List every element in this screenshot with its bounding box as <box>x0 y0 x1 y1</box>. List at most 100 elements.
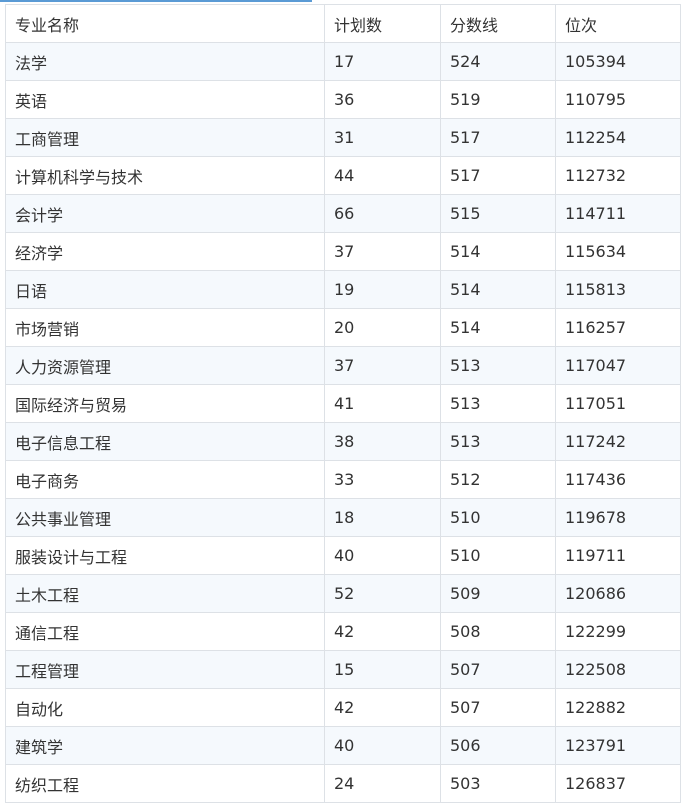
cell-major-name: 计算机科学与技术 <box>5 156 325 195</box>
top-accent-bar <box>0 0 312 2</box>
cell-plan-count: 38 <box>324 422 441 461</box>
cell-score-line: 510 <box>440 536 556 575</box>
cell-rank: 110795 <box>555 80 681 119</box>
cell-rank: 117051 <box>555 384 681 423</box>
cell-score-line: 515 <box>440 194 556 233</box>
header-row: 专业名称 计划数 分数线 位次 <box>5 4 681 43</box>
cell-score-line: 512 <box>440 460 556 499</box>
cell-rank: 115634 <box>555 232 681 271</box>
cell-plan-count: 36 <box>324 80 441 119</box>
cell-plan-count: 20 <box>324 308 441 347</box>
cell-major-name: 工商管理 <box>5 118 325 157</box>
cell-score-line: 508 <box>440 612 556 651</box>
cell-plan-count: 37 <box>324 346 441 385</box>
cell-score-line: 514 <box>440 232 556 271</box>
cell-major-name: 工程管理 <box>5 650 325 689</box>
table-row: 服装设计与工程 40 510 119711 <box>5 536 681 575</box>
cell-score-line: 506 <box>440 726 556 765</box>
table-row: 会计学 66 515 114711 <box>5 194 681 233</box>
cell-score-line: 513 <box>440 422 556 461</box>
table-row: 通信工程 42 508 122299 <box>5 612 681 651</box>
cell-score-line: 517 <box>440 118 556 157</box>
cell-rank: 115813 <box>555 270 681 309</box>
table-row: 公共事业管理 18 510 119678 <box>5 498 681 537</box>
cell-plan-count: 17 <box>324 42 441 81</box>
cell-rank: 112254 <box>555 118 681 157</box>
cell-score-line: 524 <box>440 42 556 81</box>
cell-major-name: 国际经济与贸易 <box>5 384 325 423</box>
cell-plan-count: 40 <box>324 726 441 765</box>
cell-rank: 126837 <box>555 764 681 803</box>
cell-score-line: 517 <box>440 156 556 195</box>
table-row: 人力资源管理 37 513 117047 <box>5 346 681 385</box>
cell-score-line: 519 <box>440 80 556 119</box>
cell-major-name: 英语 <box>5 80 325 119</box>
admission-table: 专业名称 计划数 分数线 位次 法学 17 524 105394 英语 36 519 110795 工… <box>5 4 681 803</box>
cell-rank: 117436 <box>555 460 681 499</box>
cell-major-name: 纺织工程 <box>5 764 325 803</box>
table-row: 英语 36 519 110795 <box>5 80 681 119</box>
cell-plan-count: 18 <box>324 498 441 537</box>
cell-score-line: 513 <box>440 346 556 385</box>
cell-major-name: 自动化 <box>5 688 325 727</box>
cell-rank: 122299 <box>555 612 681 651</box>
cell-rank: 117242 <box>555 422 681 461</box>
table-row: 市场营销 20 514 116257 <box>5 308 681 347</box>
cell-rank: 114711 <box>555 194 681 233</box>
cell-plan-count: 44 <box>324 156 441 195</box>
cell-major-name: 经济学 <box>5 232 325 271</box>
cell-major-name: 电子信息工程 <box>5 422 325 461</box>
cell-major-name: 服装设计与工程 <box>5 536 325 575</box>
cell-plan-count: 19 <box>324 270 441 309</box>
table-row: 国际经济与贸易 41 513 117051 <box>5 384 681 423</box>
cell-plan-count: 33 <box>324 460 441 499</box>
cell-score-line: 507 <box>440 688 556 727</box>
cell-rank: 120686 <box>555 574 681 613</box>
cell-rank: 119678 <box>555 498 681 537</box>
cell-rank: 122882 <box>555 688 681 727</box>
cell-major-name: 土木工程 <box>5 574 325 613</box>
table-row: 纺织工程 24 503 126837 <box>5 764 681 803</box>
cell-major-name: 电子商务 <box>5 460 325 499</box>
cell-plan-count: 40 <box>324 536 441 575</box>
cell-plan-count: 52 <box>324 574 441 613</box>
table-row: 经济学 37 514 115634 <box>5 232 681 271</box>
column-header-plan-count: 计划数 <box>324 4 441 43</box>
table-row: 电子信息工程 38 513 117242 <box>5 422 681 461</box>
table-row: 法学 17 524 105394 <box>5 42 681 81</box>
column-header-rank: 位次 <box>555 4 681 43</box>
cell-plan-count: 42 <box>324 688 441 727</box>
cell-major-name: 人力资源管理 <box>5 346 325 385</box>
cell-major-name: 公共事业管理 <box>5 498 325 537</box>
table-row: 建筑学 40 506 123791 <box>5 726 681 765</box>
cell-plan-count: 37 <box>324 232 441 271</box>
cell-plan-count: 31 <box>324 118 441 157</box>
table-row: 电子商务 33 512 117436 <box>5 460 681 499</box>
cell-major-name: 会计学 <box>5 194 325 233</box>
cell-major-name: 日语 <box>5 270 325 309</box>
cell-rank: 105394 <box>555 42 681 81</box>
cell-plan-count: 66 <box>324 194 441 233</box>
cell-score-line: 514 <box>440 308 556 347</box>
cell-score-line: 513 <box>440 384 556 423</box>
cell-major-name: 市场营销 <box>5 308 325 347</box>
cell-plan-count: 42 <box>324 612 441 651</box>
cell-score-line: 514 <box>440 270 556 309</box>
cell-rank: 119711 <box>555 536 681 575</box>
table-row: 土木工程 52 509 120686 <box>5 574 681 613</box>
cell-plan-count: 15 <box>324 650 441 689</box>
table-row: 日语 19 514 115813 <box>5 270 681 309</box>
cell-plan-count: 41 <box>324 384 441 423</box>
table-row: 工程管理 15 507 122508 <box>5 650 681 689</box>
cell-score-line: 507 <box>440 650 556 689</box>
table-row: 工商管理 31 517 112254 <box>5 118 681 157</box>
column-header-score-line: 分数线 <box>440 4 556 43</box>
cell-rank: 116257 <box>555 308 681 347</box>
cell-rank: 122508 <box>555 650 681 689</box>
cell-plan-count: 24 <box>324 764 441 803</box>
cell-score-line: 503 <box>440 764 556 803</box>
cell-rank: 117047 <box>555 346 681 385</box>
cell-major-name: 建筑学 <box>5 726 325 765</box>
cell-major-name: 通信工程 <box>5 612 325 651</box>
cell-score-line: 510 <box>440 498 556 537</box>
